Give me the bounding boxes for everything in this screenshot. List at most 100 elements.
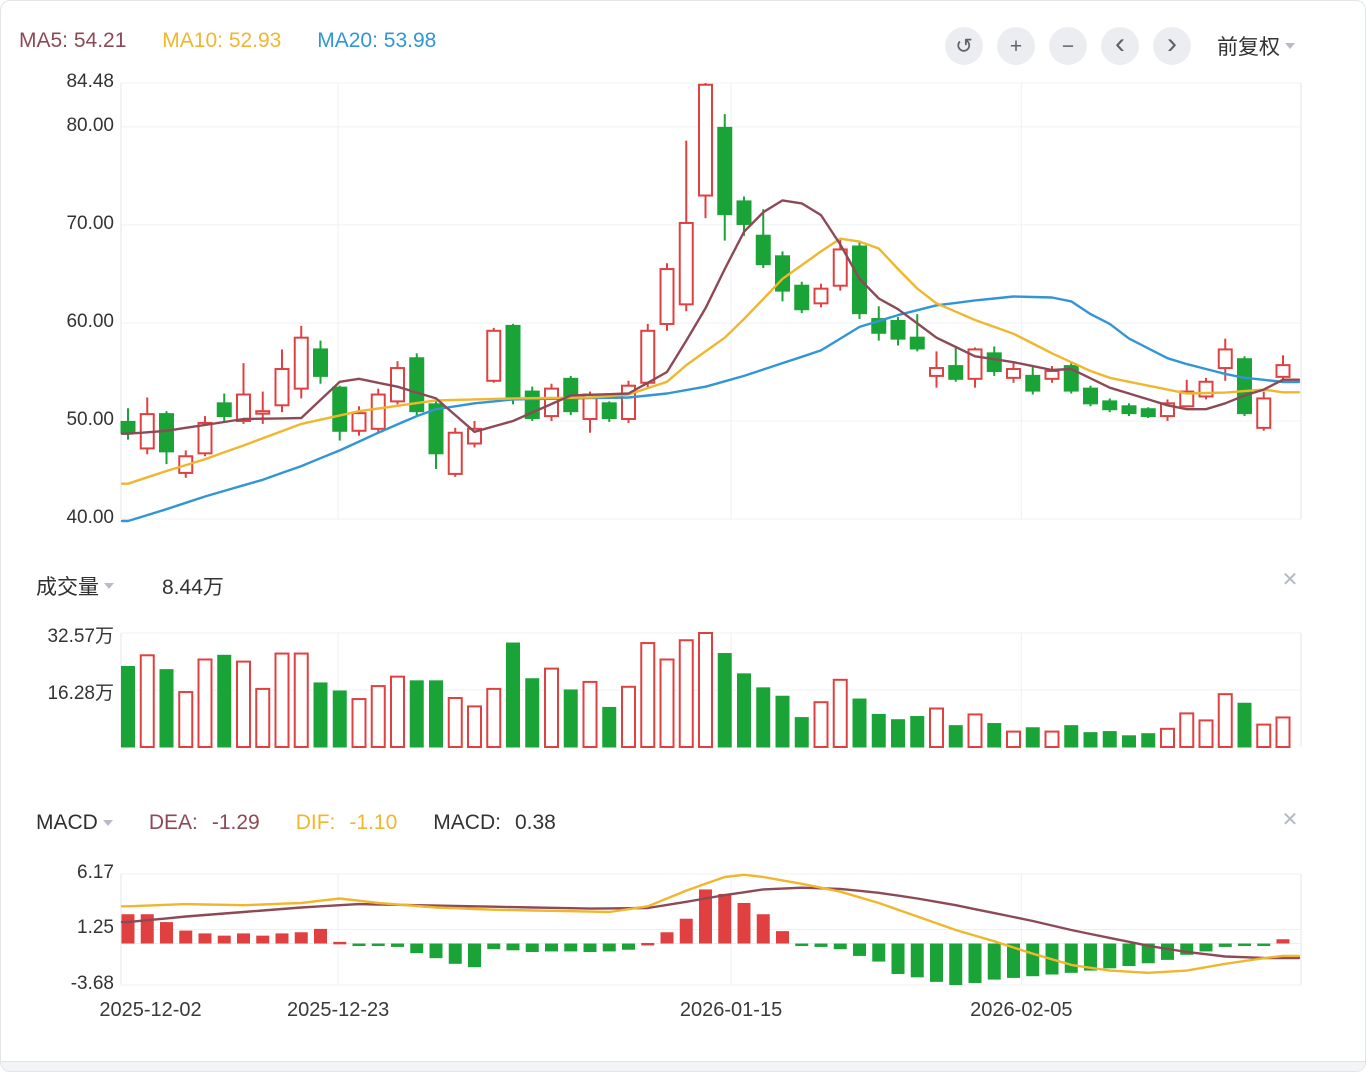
macd-bar <box>564 943 578 952</box>
volume-bar <box>236 660 251 748</box>
volume-bar <box>871 713 886 748</box>
volume-bar <box>1198 719 1214 748</box>
macd-bar <box>1026 943 1040 977</box>
volume-bar <box>1025 727 1040 748</box>
toolbar-zoom-in-button[interactable]: + <box>997 27 1035 65</box>
macd-bar <box>1257 943 1271 947</box>
volume-bar <box>217 654 232 748</box>
volume-bar <box>948 725 963 748</box>
volume-bar <box>813 701 829 749</box>
macd-bar <box>910 943 924 978</box>
macd-bar <box>987 943 1001 980</box>
main-y-tick: 60.00 <box>66 310 114 332</box>
volume-bar <box>506 642 520 748</box>
volume-bar <box>1160 727 1175 748</box>
main-y-tick: 84.48 <box>66 71 114 92</box>
macd-panel-header: MACD DEA: -1.29 DIF: -1.10 MACD: 0.38 <box>36 811 556 835</box>
macd-panel-close-button[interactable]: ✕ <box>1281 809 1299 831</box>
volume-bar <box>1122 735 1136 748</box>
macd-bar <box>718 893 732 944</box>
volume-bar <box>640 642 656 748</box>
macd-bar <box>314 928 327 944</box>
macd-bar <box>179 930 193 944</box>
toolbar-next-button[interactable]: › <box>1153 27 1191 65</box>
macd-bar <box>217 935 231 944</box>
candle <box>120 420 136 434</box>
candle <box>717 126 733 216</box>
candle <box>197 421 213 455</box>
macd-bar <box>622 943 635 950</box>
dea-readout: DEA: -1.29 <box>148 811 260 834</box>
candle <box>698 83 713 197</box>
candle <box>236 393 251 422</box>
candle <box>467 427 482 445</box>
volume-panel-title: 成交量 <box>36 576 99 599</box>
macd-bar <box>1103 943 1117 969</box>
candle <box>274 368 290 407</box>
toolbar-zoom-out-button[interactable]: − <box>1049 27 1087 65</box>
macd-bar <box>1161 943 1174 960</box>
volume-bar <box>390 675 405 748</box>
candle <box>409 357 425 413</box>
volume-bar <box>159 669 174 748</box>
candle <box>813 287 829 305</box>
chevron-down-icon <box>1285 43 1295 49</box>
macd-bar <box>545 943 558 952</box>
macd-bar <box>468 943 481 968</box>
volume-bar <box>698 632 713 748</box>
ma10-legend: MA10: 52.93 <box>162 29 282 52</box>
chevron-down-icon[interactable] <box>104 583 114 589</box>
ma20-line <box>120 295 1301 523</box>
macd-bar <box>583 943 597 952</box>
macd-y-tick: -3.68 <box>70 973 114 994</box>
candle <box>1237 358 1252 415</box>
macd-bar <box>660 932 674 944</box>
candle <box>159 413 174 453</box>
dif-readout: DIF: -1.10 <box>295 811 398 834</box>
macd-bar <box>275 933 289 944</box>
ma5-legend: MA5: 54.21 <box>19 29 127 52</box>
volume-y-tick: 32.57万 <box>47 626 114 647</box>
candle <box>293 336 309 390</box>
candle <box>1083 387 1098 405</box>
macd-bar <box>1122 943 1136 967</box>
candle <box>832 248 848 287</box>
adjust-type-label: 前复权 <box>1217 36 1280 59</box>
toolbar-prev-button[interactable]: ‹ <box>1101 27 1139 65</box>
main-y-tick: 70.00 <box>66 212 114 234</box>
dif-line <box>120 873 1301 974</box>
macd-bar <box>930 943 943 982</box>
adjust-type-dropdown[interactable]: 前复权 <box>1217 31 1295 61</box>
macd-bar <box>1218 943 1232 947</box>
candle <box>794 284 810 311</box>
volume-bar <box>1044 730 1060 748</box>
macd-bar <box>160 922 173 944</box>
volume-bar <box>1141 733 1156 748</box>
candle <box>948 365 964 380</box>
volume-bar <box>351 698 367 749</box>
candle <box>1140 408 1156 418</box>
volume-bar <box>1237 702 1252 748</box>
volume-bar <box>1006 730 1021 748</box>
bottom-scrollbar-track[interactable] <box>1 1061 1365 1071</box>
chevron-down-icon[interactable] <box>102 820 113 826</box>
candle <box>351 412 367 432</box>
volume-bar <box>293 652 309 748</box>
macd-bar <box>1007 943 1020 978</box>
main-y-tick: 40.00 <box>66 507 114 528</box>
volume-bar <box>1102 731 1117 748</box>
toolbar-undo-button[interactable]: ↺ <box>945 27 983 65</box>
volume-bar <box>794 717 809 748</box>
candle <box>255 410 271 415</box>
macd-bar <box>641 942 655 946</box>
main-y-tick: 80.00 <box>66 114 114 136</box>
candle <box>1121 405 1137 415</box>
macd-bar <box>814 943 828 947</box>
ma5-line <box>120 199 1301 435</box>
macd-bar <box>795 943 809 947</box>
macd-bar <box>237 933 250 944</box>
macd-bar <box>294 932 308 944</box>
macd-bar <box>333 941 347 945</box>
volume-panel-close-button[interactable]: ✕ <box>1281 569 1299 591</box>
